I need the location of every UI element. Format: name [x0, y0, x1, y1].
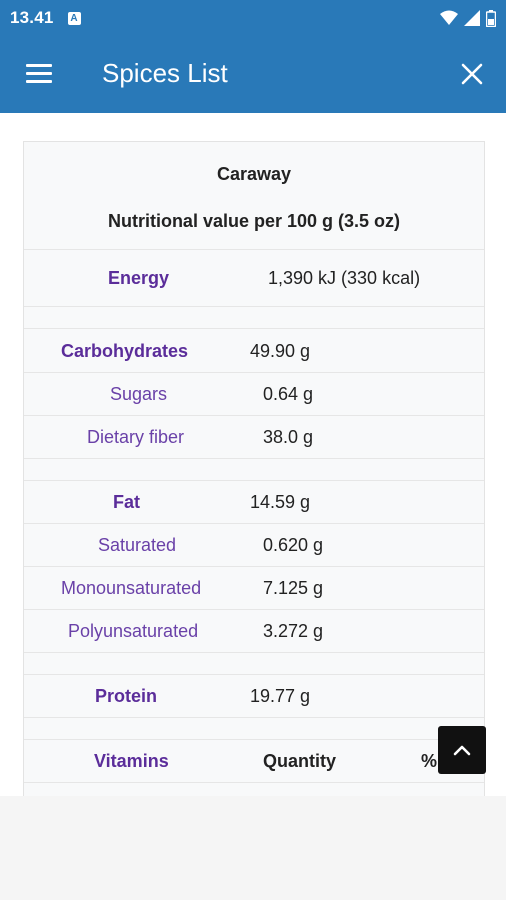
notification-icon: A — [67, 11, 81, 25]
scroll-top-button[interactable] — [438, 726, 486, 774]
hamburger-icon[interactable] — [26, 64, 52, 84]
table-spacer — [24, 459, 484, 481]
bottom-area — [0, 796, 506, 900]
table-row-dietary-fiber: Dietary fiber 38.0 g — [24, 416, 484, 459]
fat-label: Fat — [113, 492, 140, 512]
table-row-vitamins-header: Vitamins Quantity % — [24, 740, 484, 783]
sugars-label: Sugars — [110, 384, 168, 404]
app-bar: Spices List — [0, 36, 506, 113]
table-subtitle: Nutritional value per 100 g (3.5 oz) — [107, 211, 401, 231]
table-row-polyunsaturated: Polyunsaturated 3.272 g — [24, 610, 484, 653]
dietary-fiber-label: Dietary fiber — [87, 427, 185, 447]
table-spacer — [24, 653, 484, 675]
table-title: Caraway — [216, 164, 292, 184]
polyunsaturated-value: 3.272 g — [263, 621, 324, 641]
table-row-saturated: Saturated 0.620 g — [24, 524, 484, 567]
chevron-up-icon — [453, 745, 471, 756]
dietary-fiber-value: 38.0 g — [263, 427, 314, 447]
sugars-value: 0.64 g — [263, 384, 314, 404]
close-icon[interactable] — [458, 60, 486, 88]
saturated-label: Saturated — [98, 535, 177, 555]
page-title: Spices List — [102, 58, 228, 88]
battery-icon — [486, 9, 496, 27]
table-row-energy: Energy 1,390 kJ (330 kcal) — [24, 250, 484, 307]
energy-value: 1,390 kJ (330 kcal) — [268, 268, 421, 288]
carbohydrates-value: 49.90 g — [250, 341, 311, 361]
status-bar: 13.41 A — [0, 0, 506, 36]
saturated-value: 0.620 g — [263, 535, 324, 555]
wifi-icon — [440, 10, 458, 25]
system-icons — [440, 9, 496, 27]
table-row-fat: Fat 14.59 g — [24, 481, 484, 524]
table-row-protein: Protein 19.77 g — [24, 675, 484, 718]
vitamins-label: Vitamins — [94, 751, 169, 771]
carbohydrates-label: Carbohydrates — [61, 341, 189, 361]
monounsaturated-value: 7.125 g — [263, 578, 324, 598]
table-header: Caraway Nutritional value per 100 g (3.5… — [24, 142, 484, 250]
monounsaturated-label: Monounsaturated — [61, 578, 202, 598]
energy-label: Energy — [108, 268, 170, 288]
quantity-header: Quantity — [263, 751, 337, 771]
nutrition-table: Caraway Nutritional value per 100 g (3.5… — [23, 141, 485, 796]
table-row-monounsaturated: Monounsaturated 7.125 g — [24, 567, 484, 610]
table-spacer — [24, 718, 484, 740]
content-area: Caraway Nutritional value per 100 g (3.5… — [0, 113, 506, 796]
table-row-carbohydrates: Carbohydrates 49.90 g — [24, 329, 484, 373]
polyunsaturated-label: Polyunsaturated — [68, 621, 199, 641]
signal-icon — [464, 10, 480, 26]
table-row-sugars: Sugars 0.64 g — [24, 373, 484, 416]
fat-value: 14.59 g — [250, 492, 311, 512]
dv-header: % — [421, 751, 438, 771]
protein-value: 19.77 g — [250, 686, 311, 706]
protein-label: Protein — [95, 686, 158, 706]
table-spacer — [24, 307, 484, 329]
status-time: 13.41 — [10, 8, 54, 27]
